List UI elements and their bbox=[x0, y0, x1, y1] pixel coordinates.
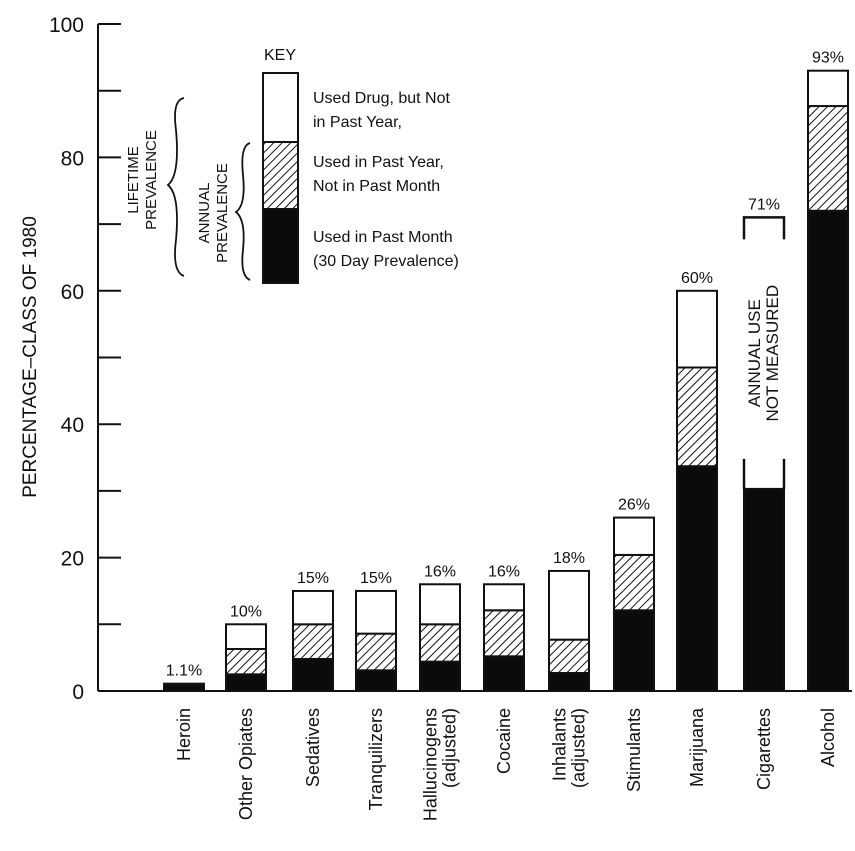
category-label: Hallucinogens bbox=[421, 708, 441, 821]
y-tick-label: 40 bbox=[61, 414, 84, 437]
bar-segment-open bbox=[548, 569, 590, 641]
y-tick-label: 100 bbox=[49, 14, 84, 37]
bar-segment-solid bbox=[548, 671, 590, 693]
key-swatch-open bbox=[262, 72, 299, 143]
bar-segment-open bbox=[807, 69, 849, 108]
total-label: 1.1% bbox=[166, 663, 202, 680]
bar-segment-open bbox=[676, 289, 718, 369]
y-tick-label: 0 bbox=[72, 681, 84, 704]
bar-segment-open bbox=[613, 516, 655, 556]
bar-segment-solid bbox=[483, 655, 525, 692]
annual-use-not-measured-label: NOT MEASURED bbox=[763, 285, 782, 422]
bar-segment-open bbox=[483, 583, 525, 612]
lifetime-prevalence-label: LIFETIME bbox=[125, 146, 142, 214]
bar-segment-open bbox=[355, 589, 397, 635]
key-label: in Past Year, bbox=[313, 114, 402, 131]
total-label: 16% bbox=[424, 563, 456, 580]
bar-segment-solid bbox=[292, 657, 334, 693]
bar-segment-hatched bbox=[548, 638, 590, 674]
bar-segment-hatched bbox=[419, 623, 461, 663]
total-label: 93% bbox=[812, 50, 844, 67]
bar-segment-hatched bbox=[483, 609, 525, 658]
category-label: Alcohol bbox=[818, 708, 838, 767]
category-label: Cocaine bbox=[494, 708, 514, 774]
key-label: Used in Past Year, bbox=[313, 154, 444, 171]
key-swatch-hatched bbox=[262, 141, 299, 210]
lifetime-bracket bbox=[742, 216, 786, 240]
bar-segment-solid bbox=[225, 673, 267, 693]
total-label: 15% bbox=[297, 570, 329, 587]
category-label: (adjusted) bbox=[569, 708, 589, 788]
category-label: Marijuana bbox=[687, 707, 707, 787]
lifetime-prevalence-label: PREVALENCE bbox=[143, 130, 160, 230]
bar-segment-open bbox=[419, 583, 461, 626]
bar-segment-solid bbox=[807, 209, 849, 692]
category-label: (adjusted) bbox=[440, 708, 460, 788]
total-label: 26% bbox=[618, 497, 650, 514]
annual-prevalence-label: PREVALENCE bbox=[214, 163, 231, 263]
bar-segment-open bbox=[163, 682, 205, 686]
bar-segment-solid bbox=[676, 465, 718, 693]
key-label: Not in Past Month bbox=[313, 178, 440, 195]
bar-segment-solid bbox=[419, 660, 461, 692]
bar-segment-hatched bbox=[355, 632, 397, 672]
category-label: Inhalants bbox=[550, 708, 570, 781]
annual-use-not-measured-label: ANNUAL USE bbox=[745, 299, 764, 407]
annual-prevalence-label: ANNUAL bbox=[196, 183, 213, 244]
total-label: 10% bbox=[230, 603, 262, 620]
category-label: Cigarettes bbox=[754, 708, 774, 790]
bar-segment-hatched bbox=[676, 366, 718, 468]
y-tick-label: 20 bbox=[61, 548, 84, 571]
bar-segment-hatched bbox=[225, 647, 267, 676]
category-label: Tranquilizers bbox=[366, 708, 386, 810]
bar-segment-hatched bbox=[292, 623, 334, 660]
key-title: KEY bbox=[264, 47, 296, 64]
annual-brace bbox=[234, 142, 251, 281]
lifetime-brace bbox=[166, 97, 185, 277]
bar-segment-solid bbox=[355, 669, 397, 692]
total-label: 16% bbox=[488, 563, 520, 580]
bar-segment-open bbox=[292, 589, 334, 626]
key-label: (30 Day Prevalence) bbox=[313, 253, 459, 270]
y-tick-label: 80 bbox=[61, 147, 84, 170]
bar-segment-solid bbox=[743, 487, 785, 692]
bar-segment-solid bbox=[613, 609, 655, 693]
key-label: Used Drug, but Not bbox=[313, 90, 451, 107]
key-swatch-solid bbox=[262, 208, 299, 284]
category-label: Stimulants bbox=[624, 708, 644, 792]
bar-segment-open bbox=[225, 623, 267, 650]
total-label: 15% bbox=[360, 570, 392, 587]
key-label: Used in Past Month bbox=[313, 229, 453, 246]
bar-segment-hatched bbox=[807, 105, 849, 212]
total-label: 71% bbox=[748, 196, 780, 213]
y-axis-label: PERCENTAGE–CLASS OF 1980 bbox=[20, 216, 41, 498]
category-label: Other Opiates bbox=[236, 708, 256, 820]
total-label: 18% bbox=[553, 550, 585, 567]
category-label: Sedatives bbox=[303, 708, 323, 787]
y-tick-label: 60 bbox=[61, 281, 84, 304]
category-label: Heroin bbox=[174, 708, 194, 761]
bar-segment-hatched bbox=[613, 553, 655, 612]
total-label: 60% bbox=[681, 270, 713, 287]
